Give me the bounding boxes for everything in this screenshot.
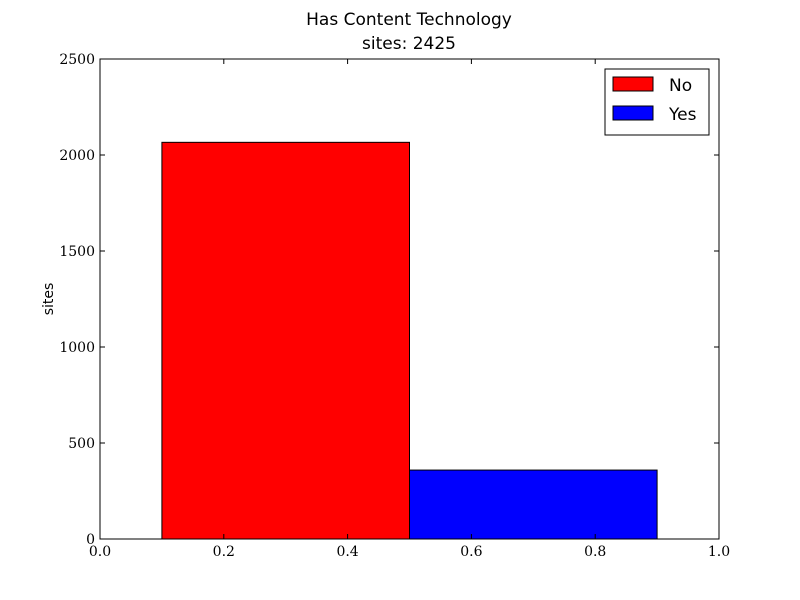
plot-frame (99, 58, 720, 540)
x-tick-label: 0.0 (89, 544, 111, 560)
legend-swatch-no (612, 76, 654, 92)
x-tick-label: 0.8 (584, 544, 606, 560)
x-tick-label: 1.0 (708, 544, 730, 560)
y-tick-label: 2000 (59, 148, 95, 164)
bars-layer (161, 141, 658, 540)
y-tick-label: 2500 (59, 52, 95, 68)
legend-label-no: No (669, 76, 692, 96)
x-tick-label: 0.6 (460, 544, 482, 560)
y-tick-label: 0 (86, 532, 95, 548)
legend-label-yes: Yes (668, 105, 697, 125)
bar-yes (409, 469, 658, 540)
axes-layer: 0.0 0.2 0.4 0.6 0.8 1.0 0 500 1000 1500 2000 2500 (59, 52, 730, 560)
chart-title: Has Content Technology (306, 10, 512, 30)
y-tick-label: 1500 (59, 244, 95, 260)
x-tick-label: 0.4 (336, 544, 358, 560)
bar-no (161, 141, 410, 540)
chart-subtitle: sites: 2425 (362, 34, 456, 54)
legend: No Yes (604, 68, 710, 136)
y-tick-label: 1000 (59, 340, 95, 356)
legend-swatch-yes (612, 105, 654, 121)
y-tick-label: 500 (68, 436, 95, 452)
y-axis-label: sites (41, 283, 57, 316)
x-tick-label: 0.2 (213, 544, 235, 560)
